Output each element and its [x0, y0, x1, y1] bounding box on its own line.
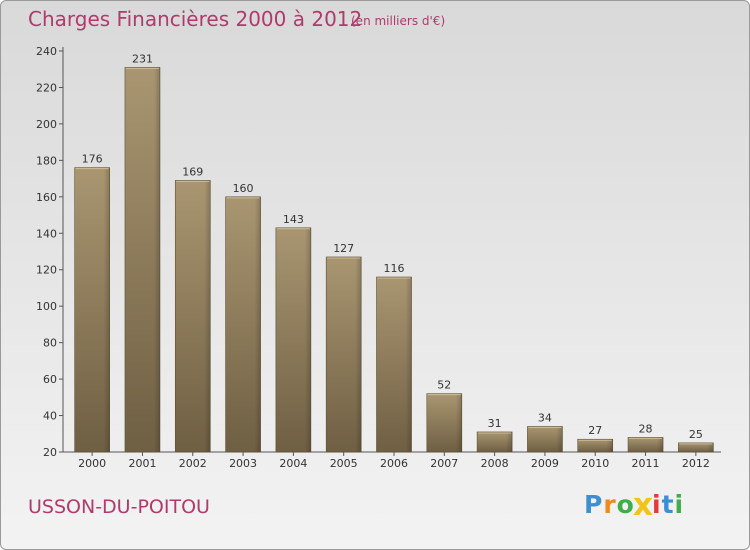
y-tick-label: 80	[43, 337, 57, 350]
x-tick-label: 2012	[682, 457, 710, 470]
bar-shade-2003	[254, 196, 261, 452]
bar-shade-2009	[556, 426, 563, 452]
y-tick-label: 200	[36, 118, 57, 131]
y-tick-label: 140	[36, 227, 57, 240]
y-tick-label: 220	[36, 81, 57, 94]
value-label: 160	[233, 182, 254, 195]
x-tick-label: 2002	[179, 457, 207, 470]
value-label: 31	[488, 417, 502, 430]
x-tick-label: 2008	[481, 457, 509, 470]
y-tick-label: 160	[36, 191, 57, 204]
bar-shade-2011	[657, 437, 664, 452]
value-label: 28	[639, 422, 653, 435]
x-tick-label: 2010	[581, 457, 609, 470]
x-tick-label: 2004	[279, 457, 307, 470]
logo-letter: i	[674, 490, 685, 519]
value-label: 231	[132, 52, 153, 65]
bar-shade-2001	[153, 67, 160, 453]
y-tick-label: 180	[36, 154, 57, 167]
value-label: 27	[588, 424, 602, 437]
y-tick-label: 20	[43, 446, 57, 459]
x-tick-label: 2003	[229, 457, 257, 470]
value-label: 127	[333, 242, 354, 255]
logo-letter: r	[603, 490, 617, 519]
y-tick-label: 40	[43, 410, 57, 423]
x-tick-label: 2000	[78, 457, 106, 470]
bar-shade-2006	[405, 277, 412, 452]
x-tick-label: 2007	[430, 457, 458, 470]
logo-letter: t	[661, 490, 675, 519]
bar-shade-2004	[304, 227, 311, 452]
logo-letter: o	[616, 490, 635, 519]
x-tick-label: 2001	[128, 457, 156, 470]
value-label: 34	[538, 411, 552, 424]
value-label: 116	[384, 262, 405, 275]
chart-subtitle: (en milliers d'€)	[351, 14, 446, 28]
y-tick-label: 120	[36, 264, 57, 277]
x-tick-label: 2011	[632, 457, 660, 470]
value-label: 169	[182, 165, 203, 178]
proxiti-logo: Proxiti	[584, 486, 685, 522]
bar-shade-2005	[355, 256, 362, 452]
y-tick-label: 100	[36, 300, 57, 313]
bar-shade-2007	[455, 393, 462, 452]
value-label: 143	[283, 213, 304, 226]
bar-shade-2000	[103, 167, 110, 452]
value-label: 25	[689, 428, 703, 441]
logo-letter: x	[632, 486, 655, 523]
x-tick-label: 2009	[531, 457, 559, 470]
bar-shade-2002	[204, 180, 211, 452]
bar-shade-2010	[606, 439, 613, 452]
bar-shade-2008	[506, 431, 513, 452]
logo-letter: P	[584, 490, 604, 519]
commune-name: USSON-DU-POITOU	[28, 496, 210, 518]
logo-letter: i	[652, 490, 662, 519]
y-tick-label: 240	[36, 45, 57, 58]
y-tick-label: 60	[43, 373, 57, 386]
value-label: 176	[82, 153, 103, 166]
bar-shade-2012	[707, 442, 714, 452]
value-label: 52	[437, 379, 451, 392]
x-tick-label: 2005	[330, 457, 358, 470]
x-tick-label: 2006	[380, 457, 408, 470]
chart-title: Charges Financières 2000 à 2012	[28, 7, 363, 31]
